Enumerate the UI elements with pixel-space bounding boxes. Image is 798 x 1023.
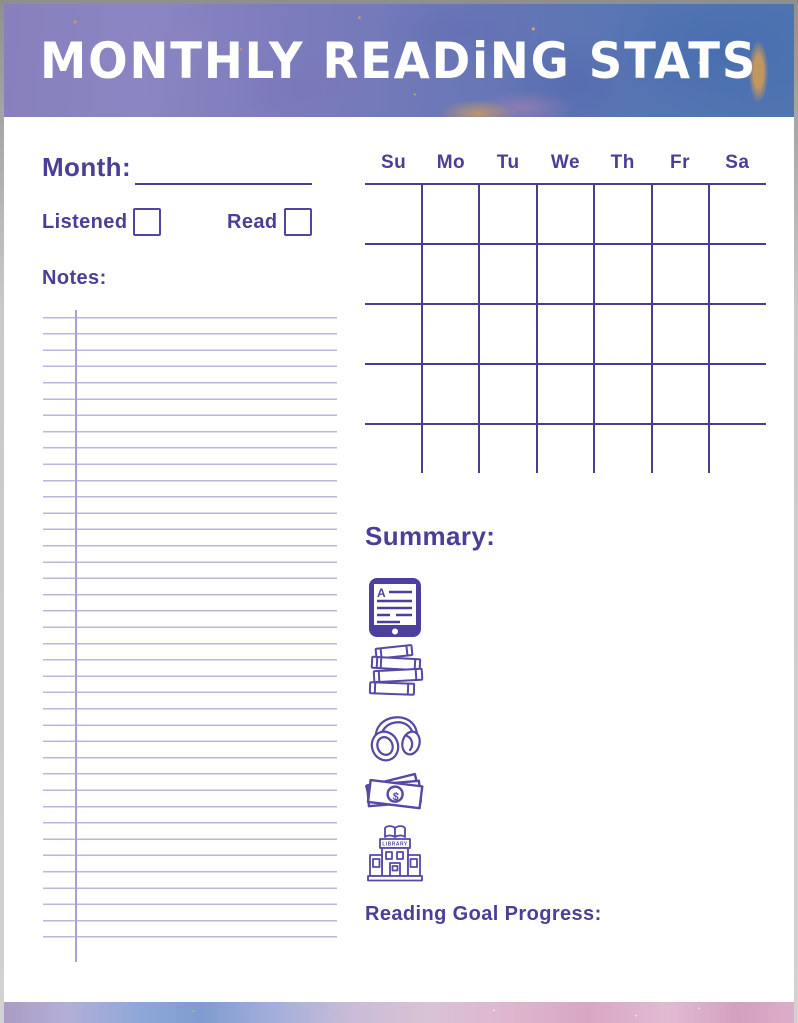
calendar-grid	[365, 183, 766, 473]
listened-checkbox[interactable]	[133, 208, 161, 236]
day-header-tuesday: Tu	[496, 152, 520, 173]
notes-ruled-area[interactable]	[43, 302, 337, 962]
day-header-monday: Mo	[436, 152, 466, 173]
calendar-cell[interactable]	[365, 245, 423, 303]
calendar-week-row	[365, 303, 766, 363]
money-icon: $	[362, 768, 428, 825]
calendar-cell[interactable]	[365, 305, 423, 363]
calendar-cell[interactable]	[365, 365, 423, 423]
calendar-week-row	[365, 183, 766, 243]
calendar-cell[interactable]	[595, 365, 653, 423]
day-header-sunday: Su	[381, 152, 407, 173]
calendar-cell[interactable]	[653, 425, 711, 473]
calendar-cell[interactable]	[365, 185, 423, 243]
month-fill-in-line[interactable]	[135, 183, 312, 185]
calendar-cell[interactable]	[480, 365, 538, 423]
calendar-cell[interactable]	[595, 245, 653, 303]
calendar-week-row	[365, 363, 766, 423]
calendar-cell[interactable]	[480, 185, 538, 243]
watercolor-banner: MONTHLY READiNG STATS	[4, 4, 794, 117]
page-edge-left	[0, 0, 4, 1023]
calendar-cell[interactable]	[423, 425, 481, 473]
calendar-cell[interactable]	[710, 245, 766, 303]
day-header-friday: Fr	[670, 152, 691, 173]
calendar-cell[interactable]	[480, 245, 538, 303]
calendar-cell[interactable]	[653, 245, 711, 303]
page-edge-right	[794, 0, 798, 1023]
calendar-cell[interactable]	[653, 365, 711, 423]
calendar-cell[interactable]	[423, 305, 481, 363]
calendar-cell[interactable]	[653, 305, 711, 363]
calendar-cell[interactable]	[538, 425, 596, 473]
calendar-cell[interactable]	[538, 245, 596, 303]
calendar-cell[interactable]	[480, 425, 538, 473]
calendar-cell[interactable]	[423, 185, 481, 243]
day-header-thursday: Th	[610, 152, 635, 173]
page-title: MONTHLY READiNG STATS	[40, 31, 758, 90]
calendar-cell[interactable]	[653, 185, 711, 243]
library-icon: LIBRARY	[366, 822, 424, 888]
notes-label: Notes:	[42, 267, 107, 289]
calendar-cell[interactable]	[423, 245, 481, 303]
calendar-cell[interactable]	[710, 185, 766, 243]
calendar-cell[interactable]	[595, 425, 653, 473]
calendar-day-headers: Su Mo Tu We Th Fr Sa	[365, 152, 766, 174]
day-header-saturday: Sa	[725, 152, 750, 173]
calendar-cell[interactable]	[480, 305, 538, 363]
calendar-cell[interactable]	[710, 305, 766, 363]
calendar-cell[interactable]	[538, 305, 596, 363]
calendar-cell[interactable]	[365, 425, 423, 473]
page-edge-top	[0, 0, 798, 4]
ereader-icon: A	[368, 577, 422, 643]
read-label: Read	[227, 211, 278, 233]
day-header-wednesday: We	[550, 152, 581, 173]
calendar-week-row	[365, 243, 766, 303]
calendar-cell[interactable]	[710, 365, 766, 423]
calendar-cell[interactable]	[595, 185, 653, 243]
ereader-screen-letter: A	[377, 586, 386, 600]
dollar-symbol: $	[392, 791, 400, 804]
library-sign-text: LIBRARY	[382, 842, 408, 848]
notes-margin-line	[75, 310, 77, 962]
month-label: Month:	[42, 152, 132, 182]
listened-label: Listened	[42, 211, 128, 233]
reading-goal-progress-label: Reading Goal Progress:	[365, 903, 602, 925]
calendar-cell[interactable]	[710, 425, 766, 473]
summary-heading: Summary:	[365, 521, 496, 551]
calendar-cell[interactable]	[538, 185, 596, 243]
calendar-week-row	[365, 423, 766, 473]
read-checkbox[interactable]	[284, 208, 312, 236]
headphones-icon	[366, 700, 424, 768]
watercolor-footer-strip	[4, 1002, 794, 1023]
calendar-cell[interactable]	[423, 365, 481, 423]
calendar-cell[interactable]	[538, 365, 596, 423]
calendar-cell[interactable]	[595, 305, 653, 363]
books-stack-icon	[366, 644, 430, 703]
